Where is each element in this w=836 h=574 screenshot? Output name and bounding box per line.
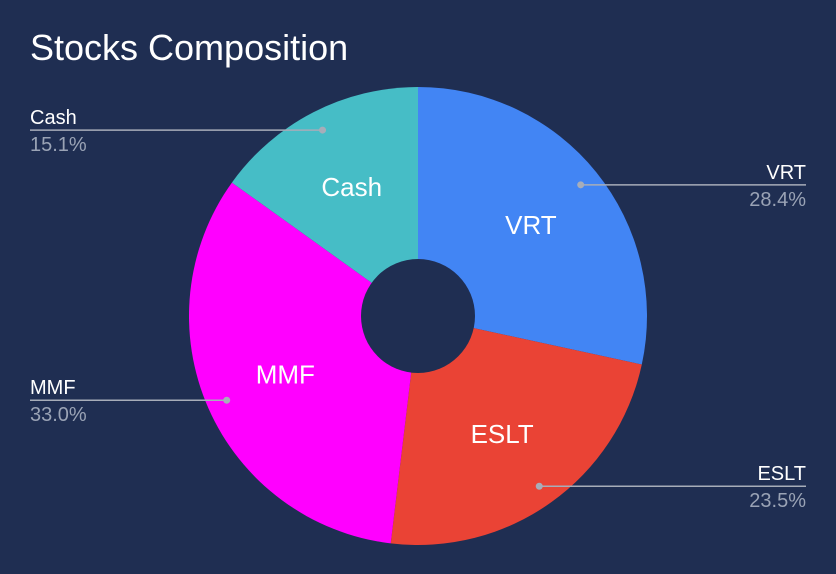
- slice-labels: VRT ESLT MMF Cash: [256, 172, 557, 449]
- slice-label-mmf: MMF: [256, 359, 315, 389]
- callout-percent-mmf: 33.0%: [30, 404, 87, 426]
- slice-label-eslt: ESLT: [471, 419, 534, 449]
- donut-hole: [361, 259, 475, 373]
- pie-slice-eslt: [390, 316, 642, 545]
- pie-slice-cash: [231, 87, 418, 316]
- chart-title: Stocks Composition: [30, 27, 348, 68]
- callout-percent-eslt: 23.5%: [749, 490, 806, 512]
- pie-slice-mmf: [188, 182, 418, 544]
- callout-percent-vrt: 28.4%: [749, 189, 806, 211]
- slice-label-cash: Cash: [321, 172, 382, 202]
- callout-name-vrt: VRT: [766, 162, 806, 184]
- callout-name-mmf: MMF: [30, 377, 76, 399]
- slice-label-vrt: VRT: [505, 210, 557, 240]
- pie-slice-vrt: [418, 87, 647, 365]
- callouts: VRT 28.4% ESLT 23.5% MMF 33.0% Cash 15.1%: [30, 107, 806, 512]
- pie-slices: [188, 87, 647, 545]
- callout-name-cash: Cash: [30, 107, 77, 129]
- callout-name-eslt: ESLT: [757, 463, 806, 485]
- callout-percent-cash: 15.1%: [30, 134, 87, 156]
